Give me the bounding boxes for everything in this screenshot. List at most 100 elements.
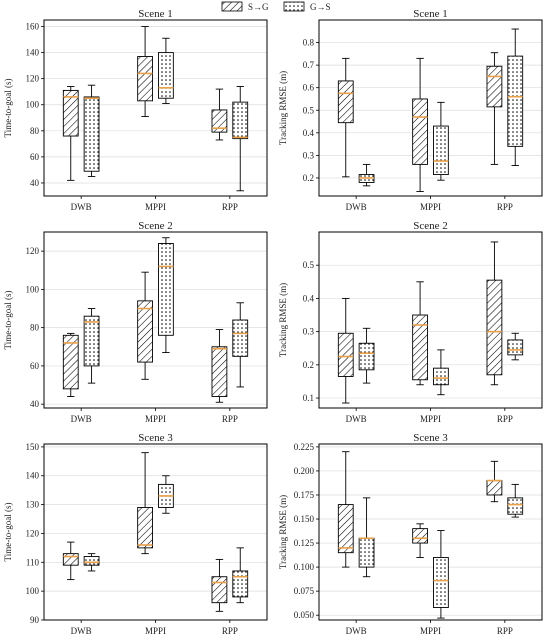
y-tick-label: 40 <box>30 399 40 409</box>
y-tick-label: 0.150 <box>294 514 315 524</box>
y-tick-label: 0.050 <box>294 610 315 620</box>
box-g-to-s <box>83 315 100 367</box>
box-s-to-g <box>62 553 79 566</box>
x-tick-label: MPPI <box>420 626 441 636</box>
x-tick-label: MPPI <box>145 202 166 212</box>
y-tick-label: 0.175 <box>294 490 315 500</box>
x-tick-label: RPP <box>497 414 513 424</box>
x-tick-label: DWB <box>346 626 367 636</box>
y-tick-label: 0.225 <box>294 442 315 452</box>
box-s-to-g <box>412 528 428 544</box>
box-s-to-g <box>412 314 428 381</box>
box-g-to-s <box>232 570 249 598</box>
y-tick-label: 0.3 <box>303 327 315 337</box>
x-tick-label: MPPI <box>420 414 441 424</box>
chart-title: Scene 1 <box>413 8 448 20</box>
box-s-to-g <box>486 65 503 108</box>
y-tick-label: 0.2 <box>303 173 314 183</box>
x-tick-label: RPP <box>222 202 238 212</box>
chart-panel-scene2-rmse: Scene 2 0.1 0.2 0.3 0.4 0.5 Tracking RMSE (m) D… <box>275 218 550 430</box>
y-tick-label: 140 <box>26 48 40 58</box>
chart-title: Scene 2 <box>138 220 173 232</box>
y-tick-label: 80 <box>30 323 40 333</box>
box-s-to-g <box>137 507 153 549</box>
y-axis-label: Tracking RMSE (m) <box>278 283 288 357</box>
y-tick-label: 130 <box>26 500 40 510</box>
legend-label-g-to-s: G→S <box>310 2 331 12</box>
box-g-to-s <box>232 319 249 357</box>
box-s-to-g <box>486 480 503 496</box>
y-tick-label: 0.4 <box>303 293 315 303</box>
box-g-to-s <box>358 537 375 568</box>
legend-swatch-dots <box>283 1 305 12</box>
box-s-to-g <box>137 300 153 363</box>
box-g-to-s <box>158 52 174 99</box>
y-tick-label: 140 <box>26 471 40 481</box>
chart-title: Scene 3 <box>138 432 173 444</box>
y-tick-label: 60 <box>30 152 40 162</box>
box-s-to-g <box>62 334 79 390</box>
box-s-to-g <box>486 279 503 376</box>
y-tick-label: 100 <box>26 100 40 110</box>
y-tick-label: 40 <box>30 178 40 188</box>
y-axis-label: Tracking RMSE (m) <box>278 71 288 145</box>
box-g-to-s <box>158 243 174 336</box>
y-tick-label: 0.200 <box>294 466 315 476</box>
box-g-to-s <box>507 339 524 356</box>
box-s-to-g <box>211 109 228 133</box>
y-axis-label: Time-to-goal (s) <box>3 503 13 562</box>
box-s-to-g <box>137 56 153 102</box>
chart-title: Scene 1 <box>138 8 173 20</box>
box-s-to-g <box>337 332 354 377</box>
box-s-to-g <box>211 576 228 604</box>
y-tick-label: 120 <box>26 74 40 84</box>
y-tick-label: 0.5 <box>303 105 315 115</box>
box-s-to-g <box>62 89 79 137</box>
x-tick-label: RPP <box>222 626 238 636</box>
legend-label-s-to-g: S→G <box>248 2 269 12</box>
y-tick-label: 100 <box>26 586 40 596</box>
legend-swatch-hatch <box>221 1 243 12</box>
y-tick-label: 0.075 <box>294 586 315 596</box>
x-tick-label: DWB <box>346 202 367 212</box>
y-axis-label: Time-to-goal (s) <box>3 79 13 138</box>
box-g-to-s <box>433 367 449 386</box>
chart-title: Scene 2 <box>413 220 448 232</box>
y-tick-label: 0.6 <box>303 83 315 93</box>
chart-legend: S→G G→S <box>221 1 331 12</box>
x-tick-label: MPPI <box>145 414 166 424</box>
plot-frame <box>318 231 543 409</box>
box-s-to-g <box>337 504 354 554</box>
box-g-to-s <box>358 342 375 371</box>
y-axis-label: Time-to-goal (s) <box>3 291 13 350</box>
y-tick-label: 0.100 <box>294 562 315 572</box>
y-tick-label: 0.7 <box>303 60 315 70</box>
y-tick-label: 0.5 <box>303 260 315 270</box>
x-tick-label: RPP <box>497 626 513 636</box>
x-tick-label: DWB <box>346 414 367 424</box>
chart-panel-scene1-rmse: Scene 1 0.2 0.3 0.4 0.5 0.6 0.7 0.8 Tracking RMS… <box>275 6 550 218</box>
y-tick-label: 60 <box>30 361 40 371</box>
y-tick-label: 0.4 <box>303 128 315 138</box>
box-g-to-s <box>507 55 524 147</box>
chart-title: Scene 3 <box>413 432 448 444</box>
y-tick-label: 80 <box>30 126 40 136</box>
y-tick-label: 160 <box>26 22 40 32</box>
x-tick-label: MPPI <box>420 202 441 212</box>
y-tick-label: 150 <box>26 442 40 452</box>
y-tick-label: 110 <box>26 557 40 567</box>
y-axis-label: Tracking RMSE (m) <box>278 495 288 569</box>
box-g-to-s <box>433 125 449 176</box>
y-tick-label: 0.3 <box>303 150 315 160</box>
y-tick-label: 0.125 <box>294 538 315 548</box>
x-tick-label: MPPI <box>145 626 166 636</box>
x-tick-label: DWB <box>71 414 92 424</box>
x-tick-label: RPP <box>497 202 513 212</box>
y-tick-label: 0.2 <box>303 360 314 370</box>
y-tick-label: 90 <box>30 615 40 625</box>
x-tick-label: DWB <box>71 202 92 212</box>
y-tick-label: 0.1 <box>303 393 314 403</box>
box-g-to-s <box>433 557 449 608</box>
box-s-to-g <box>337 80 354 124</box>
x-tick-label: DWB <box>71 626 92 636</box>
